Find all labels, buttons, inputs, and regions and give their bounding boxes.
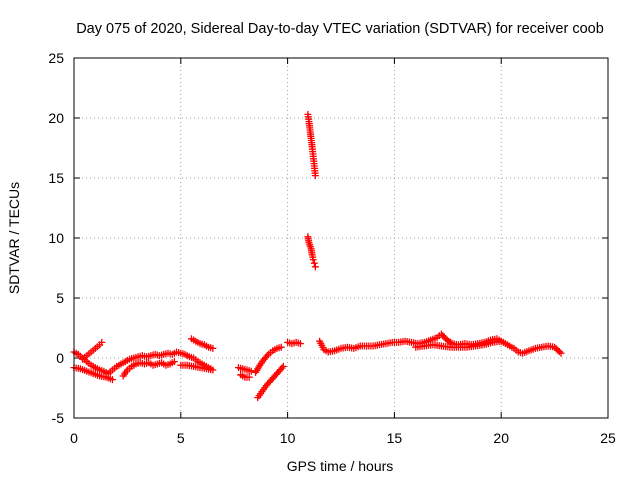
series-arc-03 <box>79 338 106 363</box>
series-arc-04 <box>104 348 215 378</box>
data-point <box>170 358 178 366</box>
y-tick-label: 25 <box>48 50 64 66</box>
series-arc-12 <box>284 338 304 348</box>
series-arc-05 <box>119 358 178 380</box>
series-arc-16 <box>412 337 505 351</box>
plot-frame <box>73 57 609 419</box>
series-arc-10 <box>252 343 285 376</box>
y-axis-label: SDTVAR / TECUs <box>6 182 22 294</box>
y-tick-label: 10 <box>48 230 64 246</box>
x-tick-label: 20 <box>493 430 509 446</box>
data-point <box>108 376 116 384</box>
data-point <box>296 340 304 348</box>
y-tick-label: 5 <box>56 290 64 306</box>
data-point <box>245 373 253 381</box>
chart-title: Day 075 of 2020, Sidereal Day-to-day VTE… <box>76 21 604 37</box>
data-point <box>98 338 106 346</box>
x-axis-label: GPS time / hours <box>287 458 394 474</box>
x-tick-label: 10 <box>280 430 296 446</box>
series-arc-08 <box>234 364 255 375</box>
series-arc-06 <box>177 361 217 374</box>
data-point <box>555 348 563 356</box>
series-arc-11 <box>254 362 287 402</box>
data-point <box>551 343 559 351</box>
data-point <box>209 366 217 374</box>
axis-ticks: 0 5 10 15 20 25 -5 0 5 10 15 20 25 <box>48 50 616 446</box>
data-point <box>263 352 271 360</box>
series-arc-09 <box>237 371 253 381</box>
series-arc-02 <box>70 364 116 384</box>
y-tick-label: 20 <box>48 110 64 126</box>
x-tick-label: 5 <box>177 430 185 446</box>
data-point <box>309 256 317 264</box>
data-point <box>279 362 287 370</box>
data-point <box>554 346 562 354</box>
data-point <box>311 172 319 180</box>
y-tick-label: -5 <box>52 410 65 426</box>
data-marks <box>70 110 565 402</box>
x-tick-label: 25 <box>600 430 616 446</box>
data-point <box>278 364 286 372</box>
data-point <box>310 259 318 267</box>
series-arc-13 <box>304 110 319 180</box>
y-tick-label: 0 <box>56 350 64 366</box>
series-arc-14 <box>304 233 319 271</box>
data-point <box>497 337 505 345</box>
data-point <box>557 349 565 357</box>
y-tick-label: 15 <box>48 170 64 186</box>
data-point <box>552 345 560 353</box>
x-tick-label: 0 <box>70 430 78 446</box>
series-arc-07 <box>187 335 217 352</box>
data-point <box>311 263 319 271</box>
grid-lines <box>74 58 608 418</box>
x-tick-label: 15 <box>387 430 403 446</box>
series-arc-15 <box>316 330 565 357</box>
data-point <box>209 344 217 352</box>
data-point <box>277 343 285 351</box>
